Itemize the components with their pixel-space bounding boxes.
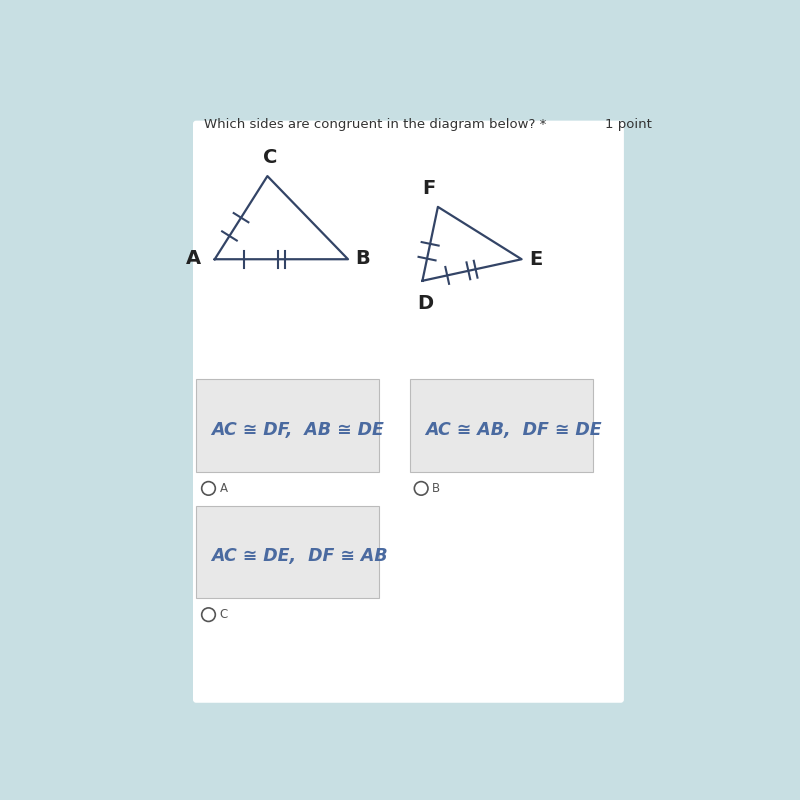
FancyBboxPatch shape bbox=[196, 506, 379, 598]
Text: A: A bbox=[220, 482, 228, 495]
Text: C: C bbox=[263, 148, 278, 167]
Text: AC ≅ DE,  DF ≅ AB: AC ≅ DE, DF ≅ AB bbox=[211, 547, 388, 566]
Text: D: D bbox=[418, 294, 434, 314]
FancyBboxPatch shape bbox=[193, 121, 624, 702]
Text: AC ≅ AB,  DF ≅ DE: AC ≅ AB, DF ≅ DE bbox=[426, 421, 602, 439]
FancyBboxPatch shape bbox=[410, 379, 593, 472]
FancyBboxPatch shape bbox=[196, 379, 379, 472]
Text: B: B bbox=[432, 482, 441, 495]
Text: C: C bbox=[220, 608, 228, 621]
Text: AC ≅ DF,  AB ≅ DE: AC ≅ DF, AB ≅ DE bbox=[211, 421, 385, 439]
Text: B: B bbox=[355, 249, 370, 267]
Text: 1 point: 1 point bbox=[606, 118, 652, 130]
Text: E: E bbox=[530, 250, 543, 269]
Text: Which sides are congruent in the diagram below? *: Which sides are congruent in the diagram… bbox=[204, 118, 546, 130]
Text: F: F bbox=[422, 178, 435, 198]
Text: A: A bbox=[186, 249, 201, 267]
